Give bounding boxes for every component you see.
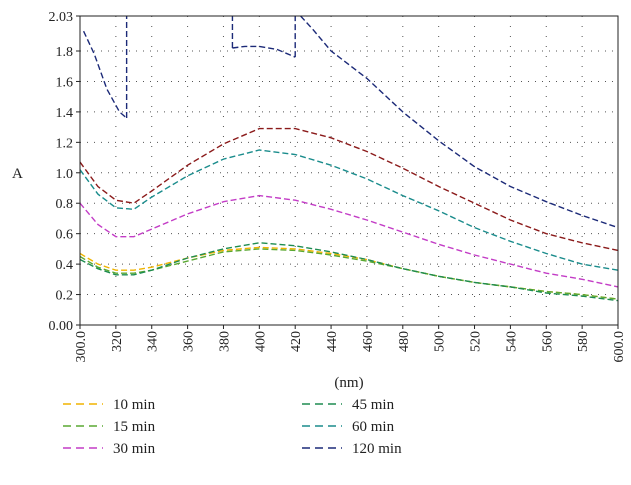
- x-tick-label: 460: [361, 331, 376, 352]
- y-tick-label: 0.00: [49, 319, 74, 334]
- x-tick-label: 420: [289, 331, 304, 352]
- y-tick-label: 1.6: [56, 75, 74, 90]
- legend-label: 10 min: [113, 397, 156, 413]
- x-tick-label: 300.0: [74, 331, 89, 363]
- x-tick-label: 320: [110, 331, 125, 352]
- y-tick-label: 1.8: [56, 45, 74, 60]
- legend-label: 120 min: [352, 441, 402, 457]
- x-axis-label: (nm): [334, 375, 363, 391]
- x-tick-label: 500: [433, 331, 448, 352]
- x-tick-label: 480: [397, 331, 412, 352]
- grid: [80, 16, 618, 325]
- plot-frame: [79, 15, 619, 326]
- x-tick-label: 340: [146, 331, 161, 352]
- unlabeled-line-3: [300, 15, 619, 229]
- series-line-3: [79, 242, 619, 302]
- legend-label: 60 min: [352, 419, 395, 435]
- x-tick-label: 400: [253, 331, 268, 352]
- legend-label: 45 min: [352, 397, 395, 413]
- x-tick-label: 600.0: [612, 331, 627, 363]
- y-tick-label: 0.2: [56, 289, 74, 304]
- series-line-1: [79, 248, 619, 300]
- x-tick-label: 520: [469, 331, 484, 352]
- x-tick-label: 380: [217, 331, 232, 352]
- legend-label: 30 min: [113, 441, 156, 457]
- x-tick-label: 440: [325, 331, 340, 352]
- y-axis: 0.00 0.2 0.4 0.6 0.8 1.0 1.2 1.4 1.6 1.8 2.03: [49, 10, 80, 334]
- series-lines: [79, 15, 619, 302]
- y-tick-label: 0.8: [56, 197, 74, 212]
- y-axis-label: A: [12, 166, 23, 182]
- unlabeled-line-0: [79, 127, 619, 252]
- x-tick-label: 540: [504, 331, 519, 352]
- y-tick-label: 0.6: [56, 228, 74, 243]
- y-tick-label: 1.0: [56, 167, 74, 182]
- unlabeled-line-2: [232, 45, 296, 58]
- series-line-2: [79, 194, 619, 288]
- x-tick-label: 560: [540, 331, 555, 352]
- y-tick-label: 2.03: [49, 10, 74, 25]
- unlabeled-line-1: [82, 30, 128, 119]
- x-tick-label: 580: [576, 331, 591, 352]
- y-tick-label: 1.2: [56, 136, 74, 151]
- x-tick-label: 360: [182, 331, 197, 352]
- legend: 10 min 15 min 30 min 45 min 60 min 120 min: [63, 397, 402, 457]
- y-tick-label: 1.4: [56, 106, 74, 121]
- series-line-4: [79, 149, 619, 271]
- y-tick-label: 0.4: [56, 258, 74, 273]
- x-axis: 300.0 320 340 360 380 400 420 440 460 480 500 520 54…: [74, 325, 627, 363]
- legend-label: 15 min: [113, 419, 156, 435]
